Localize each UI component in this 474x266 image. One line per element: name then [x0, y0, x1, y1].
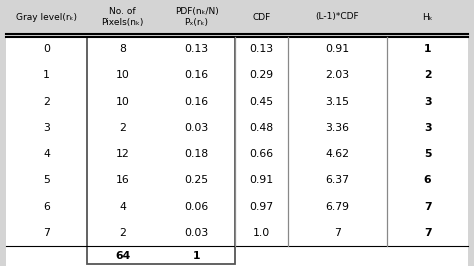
Text: 0.45: 0.45 — [249, 97, 273, 107]
Text: 12: 12 — [116, 149, 129, 159]
Text: 0.25: 0.25 — [184, 175, 209, 185]
Text: 6: 6 — [424, 175, 431, 185]
Text: 0.66: 0.66 — [249, 149, 273, 159]
Text: 1: 1 — [43, 70, 50, 80]
Text: (L-1)*CDF: (L-1)*CDF — [316, 13, 359, 22]
Text: 3.15: 3.15 — [326, 97, 349, 107]
Text: 0.16: 0.16 — [184, 97, 209, 107]
Text: 6: 6 — [43, 202, 50, 212]
Text: 4: 4 — [43, 149, 50, 159]
Text: 3: 3 — [424, 123, 431, 133]
Text: 2: 2 — [119, 228, 126, 238]
Text: 3.36: 3.36 — [326, 123, 349, 133]
Text: 6.79: 6.79 — [326, 202, 349, 212]
Text: 0.03: 0.03 — [184, 123, 209, 133]
Text: 2: 2 — [43, 97, 50, 107]
Text: CDF: CDF — [252, 13, 270, 22]
Text: 0.13: 0.13 — [184, 44, 209, 54]
Text: 0.91: 0.91 — [326, 44, 349, 54]
Text: 0.48: 0.48 — [249, 123, 273, 133]
Text: 1.0: 1.0 — [253, 228, 270, 238]
Text: 10: 10 — [116, 97, 129, 107]
Text: No. of
Pixels(nₖ): No. of Pixels(nₖ) — [101, 7, 144, 27]
Text: 1: 1 — [193, 251, 201, 261]
Text: 0.91: 0.91 — [249, 175, 273, 185]
Text: PDF(nₖ/N)
Pₓ(rₖ): PDF(nₖ/N) Pₓ(rₖ) — [175, 7, 219, 27]
Text: 7: 7 — [334, 228, 341, 238]
Text: 7: 7 — [424, 228, 431, 238]
Text: 16: 16 — [116, 175, 129, 185]
Text: 0.29: 0.29 — [249, 70, 273, 80]
Text: 2: 2 — [424, 70, 431, 80]
Text: 64: 64 — [115, 251, 130, 261]
Text: 0.16: 0.16 — [184, 70, 209, 80]
Text: 0: 0 — [43, 44, 50, 54]
Text: 5: 5 — [424, 149, 431, 159]
Text: 2.03: 2.03 — [326, 70, 349, 80]
Text: 1: 1 — [424, 44, 431, 54]
Text: 0.06: 0.06 — [184, 202, 209, 212]
Text: 6.37: 6.37 — [326, 175, 349, 185]
Text: 3: 3 — [43, 123, 50, 133]
Text: 4: 4 — [119, 202, 126, 212]
Text: 0.03: 0.03 — [184, 228, 209, 238]
Text: 7: 7 — [424, 202, 431, 212]
Text: 0.97: 0.97 — [249, 202, 273, 212]
Text: Hₖ: Hₖ — [422, 13, 433, 22]
Text: 4.62: 4.62 — [326, 149, 349, 159]
Text: 10: 10 — [116, 70, 129, 80]
Text: 8: 8 — [119, 44, 126, 54]
Text: 3: 3 — [424, 97, 431, 107]
Bar — [6, 36, 468, 266]
Text: 0.13: 0.13 — [249, 44, 273, 54]
Text: 2: 2 — [119, 123, 126, 133]
Bar — [87, 37, 235, 264]
Text: 5: 5 — [43, 175, 50, 185]
Text: 7: 7 — [43, 228, 50, 238]
Text: 0.18: 0.18 — [184, 149, 209, 159]
Text: Gray level(rₖ): Gray level(rₖ) — [16, 13, 77, 22]
